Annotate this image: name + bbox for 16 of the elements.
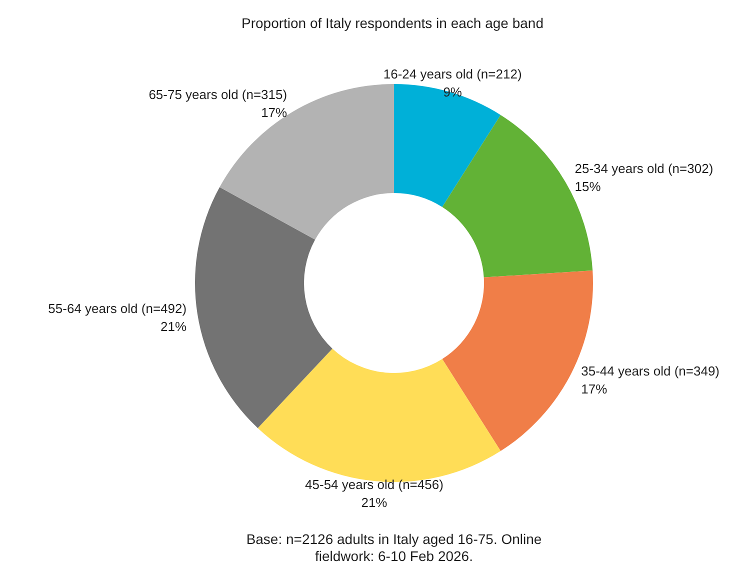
data-label: 15% xyxy=(574,179,602,194)
slice-label: 16-24 years old (n=212) xyxy=(383,66,522,82)
slice-label: 55-64 years old (n=492) xyxy=(48,300,187,316)
data-label: 21% xyxy=(160,318,188,334)
chart-title: Proportion of Italy respondents in each age band xyxy=(242,15,544,31)
donut-slice xyxy=(220,84,394,240)
data-label: 21% xyxy=(361,495,388,510)
text: Base: n=2126 adults in Italy aged 16-75. Online fieldwork: 6-10 Feb 2026. xyxy=(246,531,542,564)
data-label: 17% xyxy=(581,381,608,396)
data-label: 17% xyxy=(261,105,288,120)
slice-label: 65-75 years old (n=315) xyxy=(148,87,288,102)
donut-slice xyxy=(195,187,332,428)
slice-label: 25-34 years old (n=302) xyxy=(574,161,714,176)
slice-label: 35-44 years old (n=349) xyxy=(581,363,720,378)
donut-slice xyxy=(394,84,501,208)
slice-label: 45-54 years old (n=456) xyxy=(305,477,444,492)
